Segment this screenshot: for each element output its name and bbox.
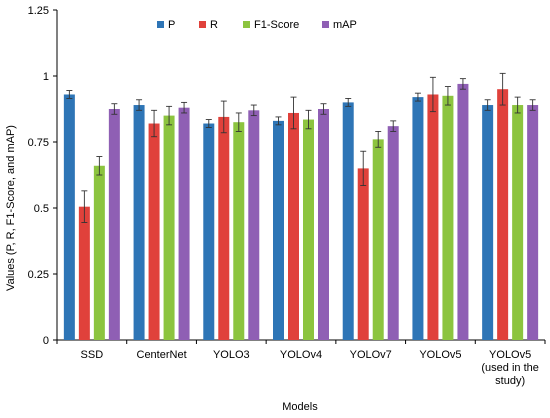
bar [288, 112, 299, 341]
y-axis-ticks: 0 0.25 0.5 0.75 1 1.25 [28, 5, 57, 347]
bar [203, 123, 215, 341]
y-tick-label: 1.25 [28, 5, 49, 17]
x-tick-label: (used in the [481, 362, 538, 374]
y-tick-label: 0.5 [34, 203, 49, 215]
x-tick-label: YOLOv7 [350, 349, 392, 361]
legend-label: P [168, 19, 175, 31]
y-tick-label: 0 [43, 335, 49, 347]
bar [273, 120, 284, 340]
bar [457, 83, 469, 341]
x-axis-title: Models [282, 401, 318, 413]
legend-swatch [322, 21, 329, 28]
x-axis-ticks: SSD CenterNet YOLO3 YOLOv4 YOLOv7 YOLOv5 YOLOv… [56, 340, 546, 387]
bar [527, 105, 539, 340]
y-tick-label: 0.75 [28, 137, 49, 149]
bar [233, 122, 245, 340]
bar [357, 168, 369, 340]
legend-label: R [210, 19, 218, 31]
y-axis-title: Values (P, R, F1-Score, and mAP) [5, 125, 17, 291]
bar [218, 116, 230, 340]
y-tick-label: 1 [43, 71, 49, 83]
bar [163, 115, 175, 340]
bar [482, 105, 494, 340]
bar [318, 109, 329, 340]
bar [342, 102, 354, 341]
legend-label: F1-Score [254, 19, 299, 31]
bar [412, 97, 424, 341]
legend-swatch [157, 21, 164, 28]
legend-swatch [243, 21, 250, 28]
bar [303, 119, 314, 340]
x-tick-label: YOLO3 [213, 349, 250, 361]
bar [63, 94, 75, 340]
x-tick-label: SSD [81, 349, 104, 361]
legend: P R F1-Score mAP [157, 19, 357, 31]
bar [497, 89, 509, 340]
bar [178, 107, 190, 341]
x-tick-label: CenterNet [137, 349, 187, 361]
bar [148, 123, 160, 341]
bar [512, 105, 524, 340]
bar [387, 126, 399, 340]
legend-label: mAP [333, 19, 357, 31]
bar [78, 206, 90, 340]
x-tick-label: study) [495, 375, 525, 387]
x-tick-label: YOLOv4 [280, 349, 322, 361]
bar [372, 139, 384, 340]
bar [108, 109, 120, 340]
bar [427, 94, 439, 340]
bar [93, 165, 105, 340]
bars [63, 72, 539, 341]
x-tick-label: YOLOv5 [419, 349, 461, 361]
x-tick-label: YOLOv5 [489, 349, 531, 361]
bar [133, 105, 145, 340]
bar [442, 95, 454, 340]
legend-swatch [199, 21, 206, 28]
bar [248, 110, 260, 340]
y-tick-label: 0.25 [28, 269, 49, 281]
